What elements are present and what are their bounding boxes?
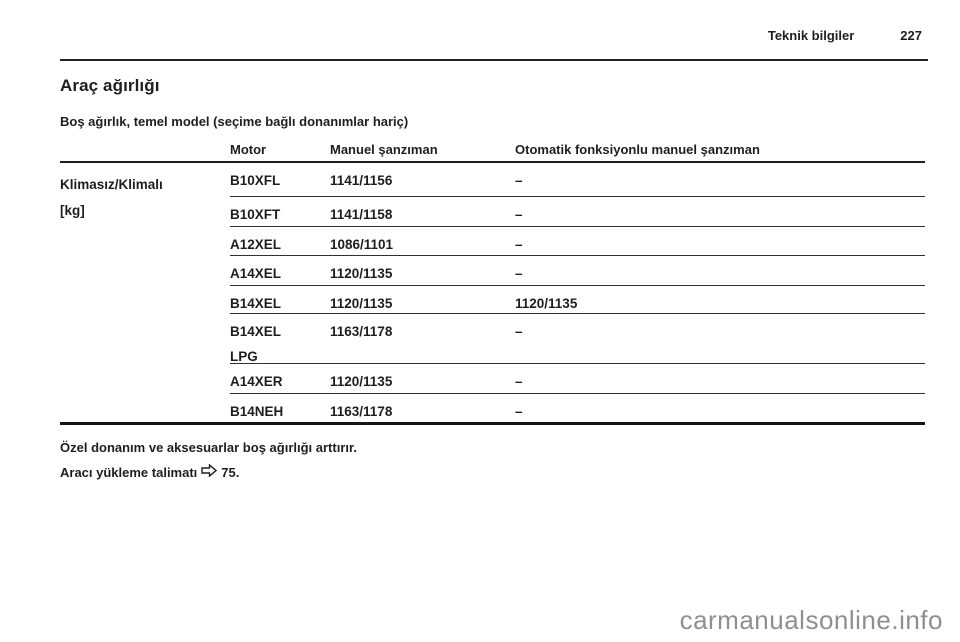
manual-weight: 1086/1101 (330, 227, 515, 256)
engine-code-line1: B14XEL (230, 324, 282, 339)
automated-weight: – (515, 364, 925, 394)
manual-weight: 1141/1158 (330, 197, 515, 227)
watermark-text: carmanualsonline.info (679, 605, 943, 635)
engine-code: B10XFL (230, 163, 330, 197)
engine-code-line2: LPG (230, 349, 258, 364)
section-title: Teknik bilgiler (767, 28, 855, 43)
automated-weight: – (515, 404, 523, 419)
row-group-label: Klimasız/Klimalı [kg] (60, 163, 230, 422)
engine-code: B14XEL LPG (230, 314, 330, 364)
column-header-manual-transmission: Manuel şanzıman (330, 142, 515, 163)
cross-reference-arrow-icon (201, 463, 218, 480)
header-divider (60, 59, 928, 61)
footnote-loading-text: Aracı yükleme talimatı (60, 464, 198, 480)
manual-weight: 1120/1135 (330, 364, 515, 394)
automated-weight: – (515, 256, 925, 286)
engine-code: B14XEL (230, 286, 330, 314)
automated-weight: – (515, 314, 925, 364)
manual-weight: 1163/1178 (330, 404, 393, 419)
page-header: Teknik bilgiler 227 (768, 28, 922, 43)
automated-weight: 1120/1135 (515, 286, 925, 314)
engine-code: A14XEL (230, 256, 330, 286)
page-title: Araç ağırlığı (60, 76, 160, 95)
engine-code: B10XFT (230, 197, 330, 227)
footnote-loading: Aracı yükleme talimatı 75. (60, 463, 240, 480)
engine-code: A12XEL (230, 227, 330, 256)
page-subtitle: Boş ağırlık, temel model (seçime bağlı d… (60, 114, 409, 129)
weights-table: Motor Manuel şanzıman Otomatik fonksiyon… (60, 142, 925, 422)
engine-code: B14NEH (230, 404, 284, 419)
automated-weight: – (515, 227, 925, 256)
manual-weight: 1163/1178 (330, 314, 515, 364)
column-header-engine: Motor (230, 142, 330, 163)
column-header-automated-transmission: Otomatik fonksiyonlu manuel şanzıman (515, 142, 925, 163)
manual-weight: 1141/1156 (330, 163, 515, 197)
automated-weight: – (515, 197, 925, 227)
engine-code: A14XER (230, 364, 330, 394)
automated-weight: – (515, 163, 925, 197)
row-group-label-unit: [kg] (60, 203, 85, 218)
row-group-label-line1: Klimasız/Klimalı (60, 177, 163, 192)
column-header-spacer (60, 142, 230, 163)
page-number: 227 (900, 28, 922, 43)
footnote-loading-page-ref: 75. (221, 464, 240, 480)
table-bottom-divider (60, 422, 925, 425)
manual-weight: 1120/1135 (330, 286, 515, 314)
footnote-equipment: Özel donanım ve aksesuarlar boş ağırlığı… (60, 440, 357, 455)
manual-weight: 1120/1135 (330, 256, 515, 286)
